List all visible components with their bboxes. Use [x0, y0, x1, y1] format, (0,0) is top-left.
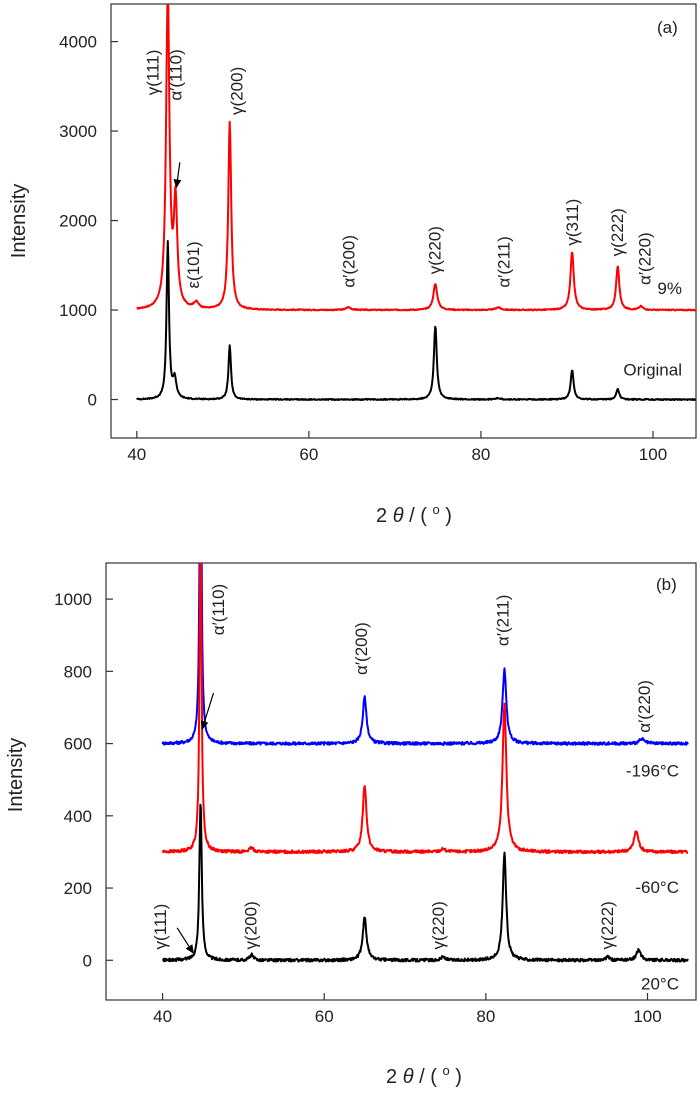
labels-b: -196°C -60°C 20°C α′(110) α′(200) α′(211) α′(2… — [151, 584, 679, 993]
peak-label: γ(222) — [608, 208, 627, 256]
x-axis-title-a-base: 2 — [376, 505, 387, 527]
x-axis-title-a: 2 θ / ( o ) — [376, 497, 452, 527]
y-tick-label: 200 — [64, 879, 92, 898]
series-line — [161, 803, 689, 963]
peak-label: γ(220) — [425, 226, 444, 274]
peak-label: γ(222) — [598, 901, 617, 949]
x-axis-title-b-close: ) — [455, 1066, 462, 1088]
y-tick-label: 800 — [64, 662, 92, 681]
annotation-arrow — [173, 162, 182, 189]
x-axis-title-a-deg: o — [432, 502, 439, 517]
x-tick-label: 100 — [639, 445, 667, 464]
series-line — [161, 563, 689, 855]
x-axis-title-a-close: ) — [445, 505, 452, 527]
x-axis-title-b-unit: / ( — [419, 1066, 437, 1088]
panel-label-b: (b) — [656, 575, 677, 594]
peak-label: γ(111) — [151, 904, 170, 950]
x-tick-label: 60 — [315, 1007, 334, 1026]
x-axis-title-a-theta: θ — [393, 505, 404, 527]
x-tick-label: 100 — [633, 1007, 661, 1026]
series-label: Original — [623, 361, 682, 380]
x-axis-title-b-theta: θ — [403, 1066, 414, 1088]
series-line — [136, 4, 696, 312]
series-line — [161, 563, 689, 746]
annotation-arrow — [176, 927, 194, 954]
x-tick-label: 80 — [471, 445, 490, 464]
peak-label: α′(220) — [635, 680, 654, 733]
peak-label: γ(111) — [143, 50, 162, 96]
peak-label: α′(220) — [635, 232, 654, 285]
series-line — [135, 240, 696, 401]
traces-b — [161, 563, 689, 963]
panel-label-a: (a) — [657, 18, 678, 37]
x-axis-title-a-unit: / ( — [409, 505, 427, 527]
y-tick-label: 600 — [64, 735, 92, 754]
annotation-arrow — [200, 692, 215, 731]
peak-label: α′(211) — [493, 595, 512, 646]
peak-label: α′(110) — [167, 49, 186, 100]
y-tick-label: 2000 — [59, 212, 97, 231]
series-label: -196°C — [626, 762, 679, 781]
y-axis-title-a: Intensity — [8, 184, 30, 258]
peak-label: α′(200) — [352, 622, 371, 675]
y-tick-label: 1000 — [54, 590, 92, 609]
y-tick-label: 0 — [83, 951, 92, 970]
x-axis-title-b-deg: o — [442, 1063, 449, 1078]
traces-a — [135, 4, 696, 401]
peak-label: α′(110) — [209, 584, 228, 635]
y-tick-label: 0 — [88, 391, 97, 410]
x-tick-label: 40 — [127, 445, 146, 464]
peak-label: γ(220) — [429, 901, 448, 949]
y-tick-label: 4000 — [59, 33, 97, 52]
peak-label: γ(311) — [563, 199, 582, 246]
series-label: 9% — [657, 279, 682, 298]
x-axis-title-b-base: 2 — [386, 1066, 397, 1088]
peak-label: ε(101) — [184, 241, 203, 288]
y-tick-label: 1000 — [59, 301, 97, 320]
peak-label: γ(200) — [228, 67, 247, 115]
x-tick-label: 40 — [153, 1007, 172, 1026]
y-axis-title-b: Intensity — [5, 738, 27, 812]
peak-label: γ(200) — [241, 901, 260, 949]
x-tick-label: 80 — [476, 1007, 495, 1026]
x-tick-label: 60 — [299, 445, 318, 464]
y-tick-label: 400 — [64, 807, 92, 826]
series-label: -60°C — [635, 878, 679, 897]
plot-frame-b — [105, 562, 697, 1001]
y-tick-label: 3000 — [59, 122, 97, 141]
series-label: 20°C — [641, 974, 679, 993]
labels-a: 9% Original γ(111) α′(110) γ(200) ε(101) α′(20… — [143, 49, 682, 379]
peak-label: α′(211) — [494, 236, 513, 287]
peak-label: α′(200) — [339, 235, 358, 288]
x-axis-title-b: 2 θ / ( o ) — [386, 1058, 462, 1088]
